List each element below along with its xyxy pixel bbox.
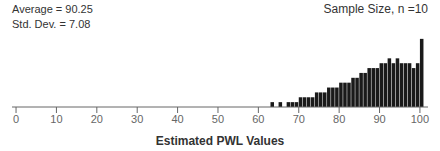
- html-text:Std. Dev. = 7.08: Std. Dev. = 7.08: [12, 18, 91, 30]
- svg-text:20: 20: [91, 113, 103, 125]
- svg-text:10: 10: [50, 113, 62, 125]
- html-text:Sample Size, n =10: Sample Size, n =10: [323, 2, 428, 16]
- svg-text:40: 40: [171, 113, 183, 125]
- svg-text:30: 30: [131, 113, 143, 125]
- html-text:Average = 90.25: Average = 90.25: [12, 3, 93, 15]
- svg-text:Estimated PWL Values: Estimated PWL Values: [156, 134, 285, 148]
- svg-text:80: 80: [333, 113, 345, 125]
- svg-text:60: 60: [252, 113, 264, 125]
- svg-text:100: 100: [411, 113, 429, 125]
- svg-text:90: 90: [373, 113, 385, 125]
- svg-text:70: 70: [293, 113, 305, 125]
- svg-text:0: 0: [13, 113, 19, 125]
- svg-text:50: 50: [212, 113, 224, 125]
